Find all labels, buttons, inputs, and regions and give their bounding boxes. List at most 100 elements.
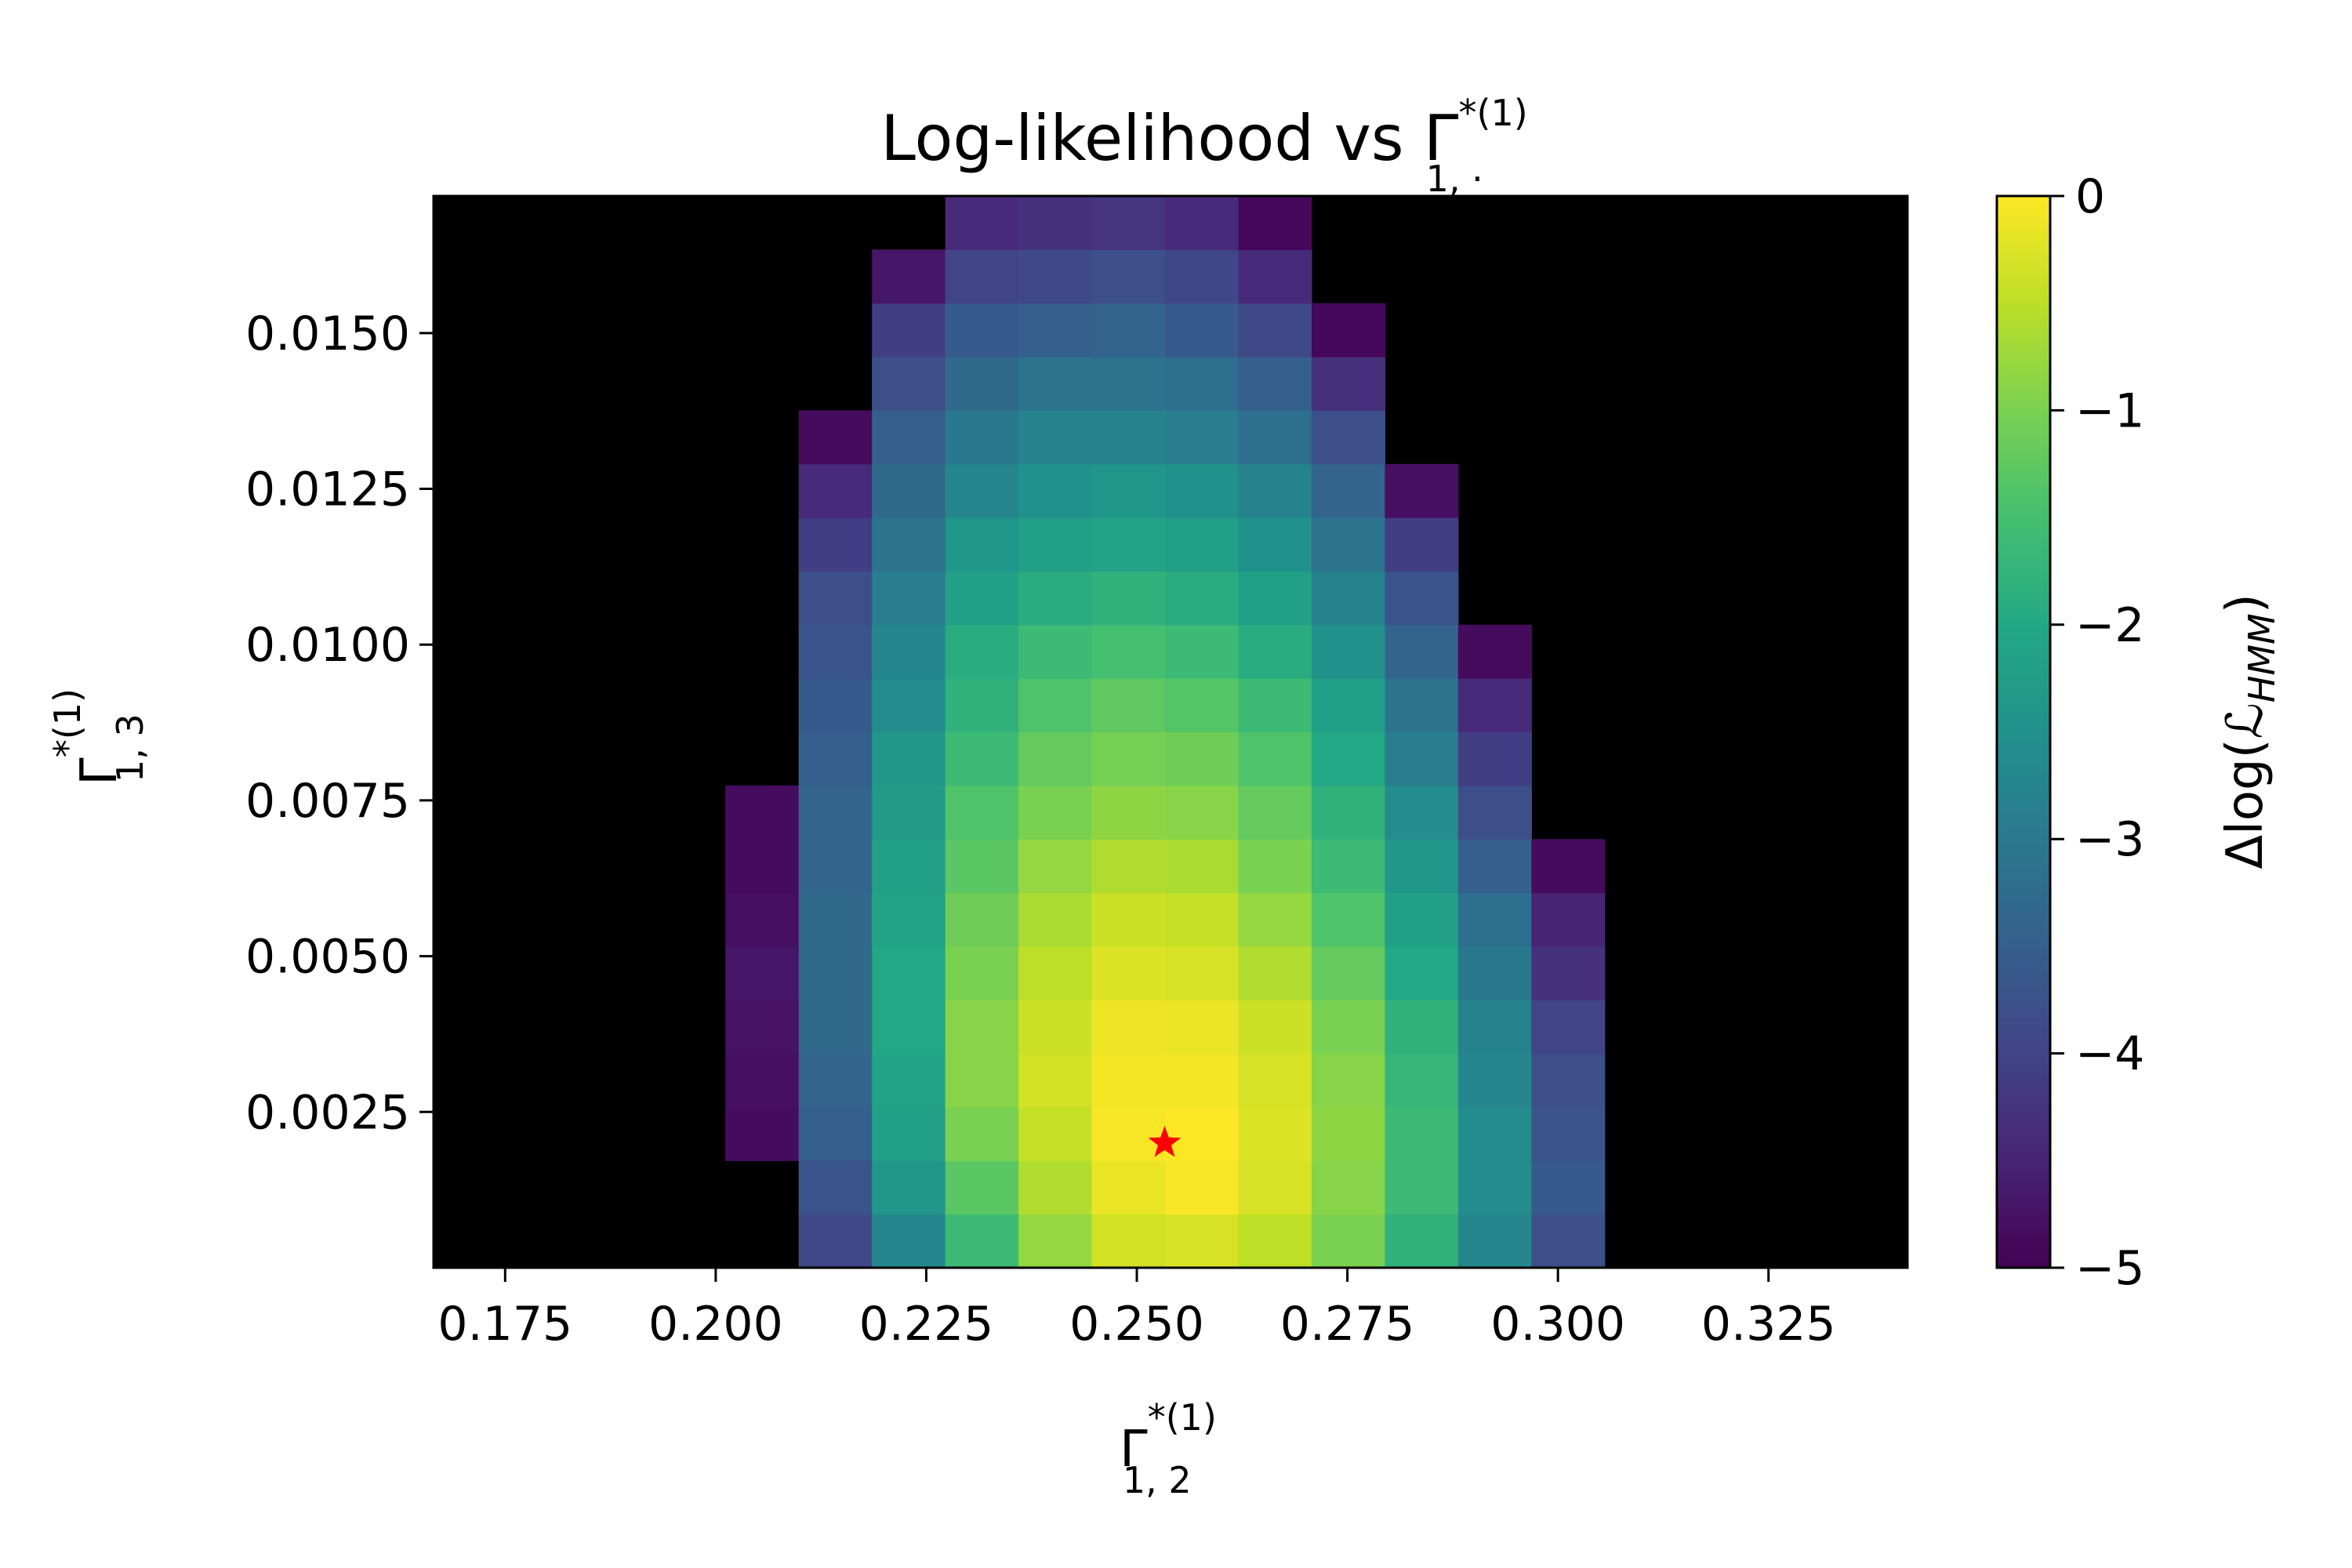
heatmap-cell [1165, 1053, 1240, 1108]
heatmap-cell [1018, 731, 1093, 786]
y-tick-label: 0.0150 [245, 307, 410, 361]
heatmap-cell [1165, 731, 1240, 786]
heatmap-cell [1457, 731, 1532, 786]
heatmap-cell [1165, 249, 1240, 304]
heatmap-cell [1091, 731, 1166, 786]
heatmap-cell [1531, 946, 1606, 1000]
heatmap-cell [945, 249, 1019, 304]
heatmap-cell [798, 410, 873, 465]
heatmap-cell [798, 517, 873, 572]
heatmap-cell [1238, 517, 1312, 572]
heatmap-cell [872, 1053, 946, 1108]
heatmap-cell [1165, 196, 1240, 250]
heatmap-cell [1457, 1053, 1532, 1108]
x-tick-label: 0.200 [648, 1297, 783, 1352]
colorbar-tick-label: −4 [2075, 1027, 2144, 1082]
heatmap-cell [1018, 463, 1093, 518]
heatmap-cell [872, 357, 946, 411]
heatmap-cell [1457, 1000, 1532, 1054]
heatmap-cell [1091, 1053, 1166, 1108]
heatmap-cell [1311, 946, 1385, 1000]
heatmap-cell [1385, 892, 1459, 947]
heatmap-cell [1531, 1214, 1606, 1269]
heatmap-cell [1531, 1053, 1606, 1108]
heatmap-cell [798, 892, 873, 947]
heatmap-cell [1385, 785, 1459, 840]
heatmap-cell [945, 839, 1019, 894]
heatmap-cell [945, 731, 1019, 786]
heatmap-cell [945, 571, 1019, 626]
heatmap-cell [1457, 1106, 1532, 1161]
heatmap-cell [872, 1106, 946, 1161]
heatmap-cell [1018, 678, 1093, 733]
plot-area [434, 196, 1907, 1269]
heatmap-cell [1091, 624, 1166, 679]
heatmap-cell [1165, 946, 1240, 1000]
heatmap-cell [945, 892, 1019, 947]
heatmap-cell [1018, 1000, 1093, 1054]
heatmap-cell [1238, 463, 1312, 518]
heatmap-cell [1385, 1160, 1459, 1215]
colorbar-label: Δlog(ℒHMM) [2216, 593, 2283, 869]
heatmap-cell [872, 839, 946, 894]
colorbar-ticks: 0 −1 −2 −3 −4 −5 [2050, 169, 2144, 1296]
heatmap-cell [1091, 785, 1166, 840]
heatmap-cell [1385, 678, 1459, 733]
heatmap-cell [1385, 571, 1459, 626]
heatmap-cell [725, 946, 800, 1000]
colorbar-tick-label: −2 [2075, 598, 2144, 653]
heatmap-cell [1238, 571, 1312, 626]
heatmap-cell [1165, 303, 1240, 358]
x-axis-label-main: Γ [1120, 1421, 1148, 1479]
y-tick-label: 0.0100 [245, 618, 410, 673]
heatmap-cell [872, 1000, 946, 1054]
plot-frame [432, 194, 1909, 1269]
heatmap-cell [945, 1053, 1019, 1108]
heatmap-cell [1165, 892, 1240, 947]
heatmap-cell [1091, 463, 1166, 518]
heatmap-cell [1238, 731, 1312, 786]
heatmap-cell [798, 463, 873, 518]
heatmap-cell [1531, 1106, 1606, 1161]
heatmap-cell [1018, 303, 1093, 358]
heatmap-cell [872, 571, 946, 626]
heatmap-cell [1018, 1160, 1093, 1215]
heatmap-cell [1311, 731, 1385, 786]
heatmap-cell [1165, 1214, 1240, 1269]
heatmap-cell [725, 785, 800, 840]
colorbar-label-script: ℒ [2216, 702, 2274, 739]
heatmap-cell [725, 839, 800, 894]
heatmap-cell [945, 1214, 1019, 1269]
x-tick-label: 0.175 [437, 1297, 572, 1352]
y-axis-label: Γ*(1) 1, 3 [46, 688, 151, 786]
chart-title: Log-likelihood vs Γ*(1) 1, · [880, 92, 1527, 200]
chart-title-sub: 1, · [1426, 158, 1483, 200]
heatmap-cell [1091, 1000, 1166, 1054]
heatmap-cell [1531, 1160, 1606, 1215]
heatmap-cell [1385, 1000, 1459, 1054]
heatmap-cell [1018, 196, 1093, 250]
colorbar-label-prefix: Δlog( [2216, 739, 2274, 869]
x-tick-label: 0.250 [1069, 1297, 1204, 1352]
heatmap-cell [1238, 303, 1312, 358]
heatmap-cell [872, 517, 946, 572]
heatmap-cell [798, 1160, 873, 1215]
x-tick-label: 0.275 [1280, 1297, 1415, 1352]
y-axis-label-sub: 1, 3 [109, 713, 151, 782]
x-tick-label: 0.225 [859, 1297, 994, 1352]
colorbar-tick-label: 0 [2075, 169, 2105, 224]
heatmap-cell [798, 839, 873, 894]
heatmap-cell [1238, 1214, 1312, 1269]
heatmap-cell [1018, 571, 1093, 626]
heatmap-cell [1091, 1160, 1166, 1215]
heatmap-cell [1457, 785, 1532, 840]
heatmap-cell [725, 1106, 800, 1161]
heatmap-cell [1457, 1214, 1532, 1269]
heatmap-cell [945, 303, 1019, 358]
colorbar-label-suffix: ) [2216, 593, 2274, 613]
heatmap-cell [872, 731, 946, 786]
heatmap-cell [945, 196, 1019, 250]
heatmap-cell [1311, 463, 1385, 518]
heatmap-cell [1018, 946, 1093, 1000]
